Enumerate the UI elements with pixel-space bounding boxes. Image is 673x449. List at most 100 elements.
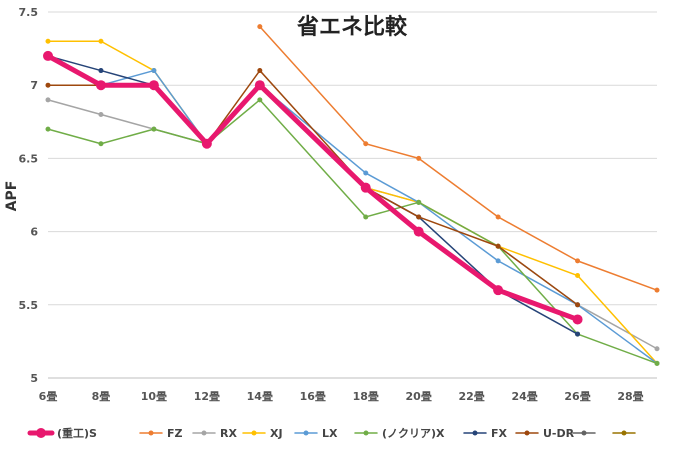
series-line	[45, 53, 581, 322]
x-tick-label: 20畳	[406, 390, 432, 403]
legend-label: FX	[491, 427, 508, 440]
data-point	[363, 214, 369, 220]
y-tick-label: 5.5	[19, 299, 39, 312]
legend-item	[572, 430, 596, 436]
data-point	[413, 226, 424, 237]
data-point	[45, 82, 51, 88]
y-tick-label: 7.5	[19, 6, 39, 19]
series-5	[45, 53, 660, 366]
legend-label: FZ	[167, 427, 183, 440]
data-point	[98, 38, 104, 44]
legend-item: FX	[463, 427, 508, 440]
chart-title: 省エネ比較	[296, 14, 408, 40]
legend-swatch-marker	[363, 430, 369, 436]
series-lines	[43, 24, 660, 366]
legend-swatch-marker	[581, 430, 587, 436]
data-point	[575, 273, 581, 279]
data-point	[654, 287, 660, 293]
legend-swatch-marker	[621, 430, 627, 436]
y-tick-label: 6	[30, 226, 38, 239]
y-tick-label: 6.5	[19, 152, 39, 165]
legend-label: (重工)S	[57, 426, 97, 440]
legend-swatch-marker	[36, 428, 46, 438]
legend-label: U-DR	[543, 427, 575, 440]
legend-item: FZ	[139, 427, 183, 440]
legend-swatch-marker	[251, 430, 257, 436]
data-point	[416, 155, 422, 161]
x-tick-label: 28畳	[617, 390, 643, 403]
x-tick-label: 10畳	[141, 390, 167, 403]
x-tick-label: 18畳	[353, 390, 379, 403]
legend-label: XJ	[270, 427, 283, 440]
x-tick-label: 14畳	[247, 390, 273, 403]
data-point	[151, 68, 157, 74]
y-tick-label: 7	[30, 79, 38, 92]
x-tick-label: 16畳	[300, 390, 326, 403]
x-tick-label: 26畳	[564, 390, 590, 403]
legend-item: (ノクリア)X	[354, 427, 445, 440]
data-point	[654, 360, 660, 366]
data-point	[257, 68, 263, 74]
x-tick-label: 6畳	[39, 390, 58, 403]
legend-swatch-marker	[148, 430, 154, 436]
legend-item: RX	[192, 427, 237, 440]
data-point	[493, 285, 504, 296]
gridlines	[48, 11, 657, 306]
legend-label: RX	[220, 427, 237, 440]
data-point	[257, 97, 263, 103]
data-point	[45, 126, 51, 132]
data-point	[151, 126, 157, 132]
legend-label: LX	[322, 427, 338, 440]
x-tick-label: 8畳	[92, 390, 111, 403]
data-point	[45, 97, 51, 103]
series-line	[47, 69, 579, 306]
legend-swatch-marker	[303, 430, 309, 436]
data-point	[201, 138, 212, 149]
series-line	[259, 25, 658, 291]
data-point	[363, 170, 369, 176]
series-2	[257, 24, 660, 293]
y-tick-labels: 5 5.5 6 6.5 7 7.5	[19, 6, 39, 385]
data-point	[45, 38, 51, 44]
legend-item: LX	[294, 427, 338, 440]
y-axis-title: APF	[4, 181, 20, 212]
x-tick-label: 24畳	[511, 390, 537, 403]
legend: (重工)S FZ RX XJ LX (ノクリア)X FX U-DR	[27, 426, 636, 440]
series-line	[47, 99, 658, 365]
data-point	[416, 214, 422, 220]
x-tick-labels: 6畳 8畳 10畳 12畳 14畳 16畳 18畳 20畳 22畳 24畳 26畳 28畳	[39, 390, 644, 403]
data-point	[495, 243, 501, 249]
data-point	[495, 214, 501, 220]
data-point	[575, 258, 581, 264]
legend-item: (重工)S	[27, 426, 97, 440]
series-3	[45, 82, 660, 352]
data-point	[98, 68, 104, 74]
legend-item	[612, 430, 636, 436]
data-point	[254, 80, 265, 91]
data-point	[360, 182, 371, 193]
legend-label: (ノクリア)X	[382, 427, 445, 440]
legend-swatch-marker	[472, 430, 478, 436]
legend-swatch-marker	[524, 430, 530, 436]
data-point	[95, 80, 106, 91]
legend-item: XJ	[242, 427, 283, 440]
series-8	[45, 68, 581, 308]
x-tick-label: 12畳	[194, 390, 220, 403]
data-point	[43, 50, 53, 61]
data-point	[363, 141, 369, 147]
data-point	[575, 331, 581, 337]
legend-item: U-DR	[515, 427, 575, 440]
data-point	[98, 141, 104, 147]
series-1	[43, 50, 583, 325]
data-point	[257, 24, 263, 30]
y-tick-label: 5	[30, 372, 38, 385]
data-point	[572, 314, 583, 325]
data-point	[654, 346, 660, 352]
legend-swatch-marker	[201, 430, 207, 436]
x-tick-label: 22畳	[458, 390, 484, 403]
data-point	[575, 302, 581, 308]
series-line	[47, 84, 658, 350]
data-point	[495, 258, 501, 264]
